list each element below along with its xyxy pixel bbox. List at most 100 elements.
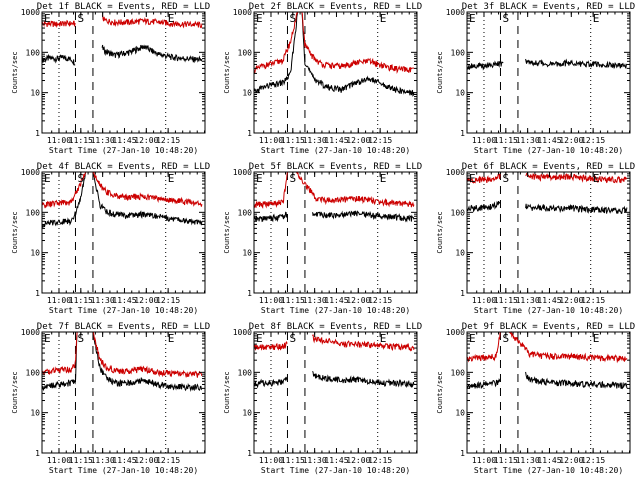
x-tick-label: 11:30 <box>516 296 540 305</box>
y-axis-label: Counts/sec <box>436 211 444 253</box>
x-tick-label: 11:30 <box>303 296 327 305</box>
y-tick-label: 100 <box>451 368 466 377</box>
y-axis-label: Counts/sec <box>436 371 444 413</box>
x-axis-label: Start Time (27-Jan-10 10:48:20) <box>261 466 410 475</box>
y-tick-label: 10 <box>30 249 40 258</box>
x-tick-label: 12:15 <box>368 296 392 305</box>
y-tick-label: 1000 <box>446 168 465 177</box>
y-tick-label: 10 <box>30 89 40 98</box>
chart-panel-4: Det 4f BLACK = Events, RED = LLD 1 10 100 10… <box>11 162 210 315</box>
end-marker-e: E <box>380 172 387 185</box>
y-tick-label: 1000 <box>21 8 40 17</box>
series-line-events <box>253 210 415 223</box>
series-line-lld <box>253 334 415 352</box>
y-tick-label: 1000 <box>446 8 465 17</box>
end-marker-e: E <box>168 12 175 25</box>
start-marker-left: E <box>469 332 476 345</box>
x-tick-label: 12:15 <box>581 456 605 465</box>
y-axis-label: Counts/sec <box>11 371 19 413</box>
y-tick-label: 100 <box>238 368 253 377</box>
x-tick-label: 11:45 <box>324 456 348 465</box>
start-marker-s: S <box>502 172 509 185</box>
series-line-events <box>466 58 628 71</box>
plot-frame <box>41 331 206 454</box>
x-tick-label: 11:00 <box>259 136 283 145</box>
start-marker-s: S <box>289 332 296 345</box>
series-line-events <box>253 371 415 389</box>
y-axis-label: Counts/sec <box>223 51 231 93</box>
y-axis-label: Counts/sec <box>11 211 19 253</box>
y-axis-label: Counts/sec <box>223 371 231 413</box>
y-tick-label: 10 <box>242 89 252 98</box>
plot-frame <box>253 331 418 454</box>
x-tick-label: 12:00 <box>559 456 583 465</box>
chart-title: Det 7f BLACK = Events, RED = LLD <box>37 322 210 332</box>
start-marker-left: E <box>44 12 51 25</box>
y-tick-label: 10 <box>30 409 40 418</box>
x-tick-label: 11:00 <box>259 456 283 465</box>
x-tick-label: 12:00 <box>346 296 370 305</box>
x-tick-label: 11:30 <box>91 296 115 305</box>
x-tick-label: 11:15 <box>281 296 305 305</box>
start-marker-left: E <box>469 172 476 185</box>
plot-frame <box>41 11 206 134</box>
y-tick-label: 1 <box>247 449 252 458</box>
x-tick-label: 11:45 <box>537 456 561 465</box>
end-marker-e: E <box>593 12 600 25</box>
x-tick-label: 11:00 <box>472 136 496 145</box>
y-tick-label: 1000 <box>233 8 252 17</box>
x-tick-label: 11:45 <box>537 136 561 145</box>
x-tick-label: 12:15 <box>581 296 605 305</box>
start-marker-left: E <box>256 12 263 25</box>
plot-frame <box>466 331 631 454</box>
x-tick-label: 11:00 <box>472 296 496 305</box>
x-tick-label: 12:15 <box>156 456 180 465</box>
x-tick-label: 11:45 <box>537 296 561 305</box>
y-tick-label: 1 <box>35 449 40 458</box>
x-tick-label: 11:15 <box>69 456 93 465</box>
y-tick-label: 1000 <box>21 328 40 337</box>
y-tick-label: 1 <box>35 129 40 138</box>
x-axis-label: Start Time (27-Jan-10 10:48:20) <box>474 466 623 475</box>
series-line-events <box>253 11 415 97</box>
y-tick-label: 10 <box>242 409 252 418</box>
start-marker-left: E <box>256 332 263 345</box>
x-tick-label: 12:15 <box>156 136 180 145</box>
end-marker-e: E <box>380 12 387 25</box>
series-line-lld <box>253 11 415 74</box>
x-tick-label: 11:15 <box>494 296 518 305</box>
y-tick-label: 10 <box>242 249 252 258</box>
chart-title: Det 1f BLACK = Events, RED = LLD <box>37 2 210 12</box>
y-tick-label: 100 <box>26 48 41 57</box>
chart-title: Det 2f BLACK = Events, RED = LLD <box>249 2 422 12</box>
y-tick-label: 100 <box>26 208 41 217</box>
y-tick-label: 1 <box>35 289 40 298</box>
x-tick-label: 12:00 <box>559 136 583 145</box>
start-marker-s: S <box>77 12 84 25</box>
plot-frame <box>41 171 206 294</box>
chart-title: Det 3f BLACK = Events, RED = LLD <box>462 2 635 12</box>
x-tick-label: 11:00 <box>47 296 71 305</box>
start-marker-left: E <box>44 172 51 185</box>
x-tick-label: 11:15 <box>69 136 93 145</box>
chart-title: Det 6f BLACK = Events, RED = LLD <box>462 162 635 172</box>
x-tick-label: 11:30 <box>303 136 327 145</box>
chart-panel-7: Det 7f BLACK = Events, RED = LLD 1 10 100 10… <box>11 322 210 475</box>
x-tick-label: 12:00 <box>134 296 158 305</box>
series-line-events <box>466 200 628 214</box>
x-tick-label: 11:15 <box>281 136 305 145</box>
chart-title: Det 5f BLACK = Events, RED = LLD <box>249 162 422 172</box>
x-axis-label: Start Time (27-Jan-10 10:48:20) <box>474 146 623 155</box>
x-tick-label: 11:00 <box>47 136 71 145</box>
x-axis-label: Start Time (27-Jan-10 10:48:20) <box>49 466 198 475</box>
x-tick-label: 11:45 <box>324 136 348 145</box>
plot-frame <box>466 171 631 294</box>
end-marker-e: E <box>168 172 175 185</box>
start-marker-left: E <box>469 12 476 25</box>
chart-title: Det 9f BLACK = Events, RED = LLD <box>462 322 635 332</box>
start-marker-left: E <box>44 332 51 345</box>
series-line-lld <box>466 330 628 364</box>
start-marker-s: S <box>77 332 84 345</box>
y-tick-label: 1 <box>460 449 465 458</box>
